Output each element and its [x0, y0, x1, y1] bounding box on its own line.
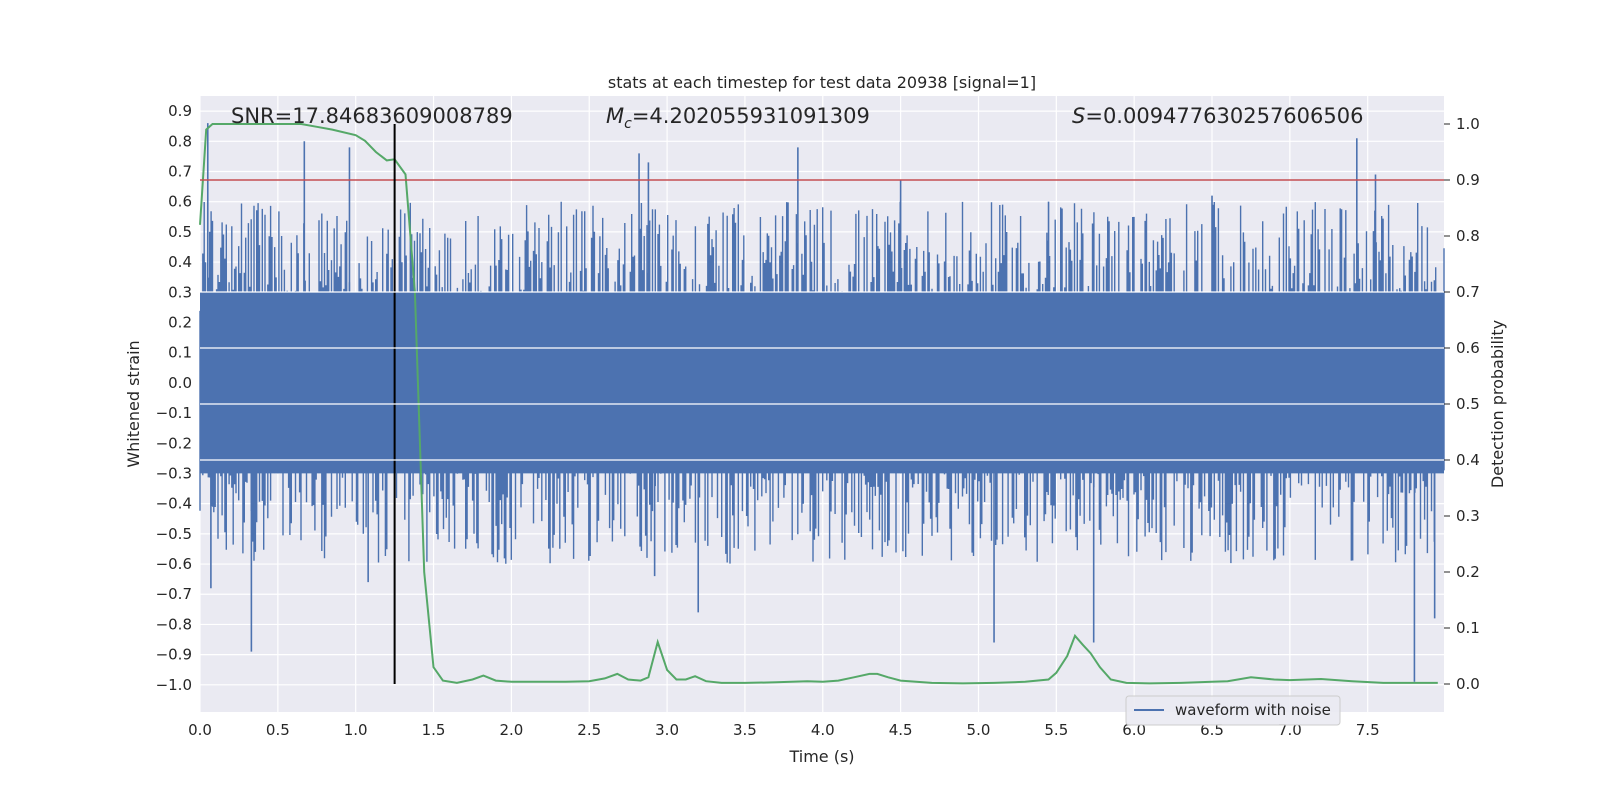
- chirp-mass-subscript: c: [624, 116, 632, 132]
- snr-annotation: SNR=17.84683609008789: [231, 104, 513, 128]
- y2-tick-label: 0.5: [1456, 395, 1480, 413]
- y-tick-labels: 0.9 0.8 0.7 0.6 0.5 0.4 0.3 0.2 0.1 0.0 −0.1 −0.2 −0…: [156, 102, 192, 694]
- chirp-mass-value: =4.202055931091309: [632, 104, 870, 128]
- s-symbol: S: [1072, 104, 1085, 128]
- x-tick-label: 3.5: [733, 721, 757, 739]
- legend-box: [1125, 695, 1341, 726]
- y-tick-label: −0.2: [156, 434, 192, 452]
- y2-tick-label: 0.4: [1456, 451, 1480, 469]
- y2-tick-label: 0.8: [1456, 227, 1480, 245]
- chirp-mass-annotation: Mc=4.202055931091309: [606, 104, 870, 132]
- y2-tick-labels: 1.0 0.9 0.8 0.7 0.6 0.5 0.4 0.3 0.2 0.1 0.0: [1444, 115, 1480, 693]
- y2-tick-label: 0.0: [1456, 675, 1480, 693]
- y-axis-label: Whitened strain: [124, 340, 143, 467]
- waveform-core-band: [200, 292, 1444, 474]
- x-tick-label: 3.0: [655, 721, 679, 739]
- y2-gridlines: [200, 291, 1444, 461]
- y-tick-label: −0.9: [156, 646, 192, 664]
- y2-tick-label: 0.6: [1456, 339, 1480, 357]
- s-annotation: S=0.009477630257606506: [1072, 104, 1363, 128]
- legend-label-waveform: waveform with noise: [1175, 701, 1331, 719]
- y2-tick-label: 1.0: [1456, 115, 1480, 133]
- y-tick-label: 0.9: [168, 102, 192, 120]
- x-tick-labels: 0.0 0.5 1.0 1.5 2.0 2.5 3.0 3.5 4.0 4.5 5.0 5.5 6.0 6…: [188, 721, 1380, 739]
- y-tick-label: 0.1: [168, 344, 192, 362]
- y-tick-label: −0.8: [156, 615, 192, 633]
- y-tick-label: −1.0: [156, 676, 192, 694]
- y2-tick-label: 0.2: [1456, 563, 1480, 581]
- x-tick-label: 4.0: [811, 721, 835, 739]
- x-tick-label: 2.0: [499, 721, 523, 739]
- y-tick-label: −0.5: [156, 525, 192, 543]
- y2-tick-label: 0.7: [1456, 283, 1480, 301]
- x-tick-label: 5.0: [967, 721, 991, 739]
- x-tick-label: 1.5: [422, 721, 446, 739]
- y-tick-label: 0.3: [168, 283, 192, 301]
- waveform-series: [199, 123, 1445, 682]
- y-tick-label: 0.7: [168, 162, 192, 180]
- y2-tick-label: 0.1: [1456, 619, 1480, 637]
- s-value: =0.009477630257606506: [1085, 104, 1363, 128]
- y2-tick-label: 0.3: [1456, 507, 1480, 525]
- y-tick-label: 0.2: [168, 313, 192, 331]
- x-tick-label: 4.5: [889, 721, 913, 739]
- y-tick-label: −0.6: [156, 555, 192, 573]
- legend: waveform with noise: [1125, 695, 1341, 726]
- y-tick-label: −0.4: [156, 495, 192, 513]
- y-tick-label: 0.0: [168, 374, 192, 392]
- chart-title: stats at each timestep for test data 209…: [608, 73, 1036, 92]
- x-tick-label: 1.0: [344, 721, 368, 739]
- y-tick-label: −0.3: [156, 464, 192, 482]
- x-tick-label: 2.5: [577, 721, 601, 739]
- x-tick-label: 5.5: [1044, 721, 1068, 739]
- chirp-mass-symbol: M: [606, 104, 624, 128]
- y-tick-label: 0.4: [168, 253, 192, 271]
- y2-axis-label: Detection probability: [1488, 320, 1507, 488]
- y-tick-label: −0.1: [156, 404, 192, 422]
- detection-probability-line: [199, 123, 1438, 685]
- y2-tick-label: 0.9: [1456, 171, 1480, 189]
- x-tick-label: 0.5: [266, 721, 290, 739]
- y-tick-label: 0.5: [168, 223, 192, 241]
- x-tick-label: 0.0: [188, 721, 212, 739]
- x-tick-label: 7.5: [1356, 721, 1380, 739]
- y-tick-label: 0.8: [168, 132, 192, 150]
- y-tick-label: −0.7: [156, 585, 192, 603]
- y-tick-label: 0.6: [168, 193, 192, 211]
- x-axis-label: Time (s): [788, 747, 854, 766]
